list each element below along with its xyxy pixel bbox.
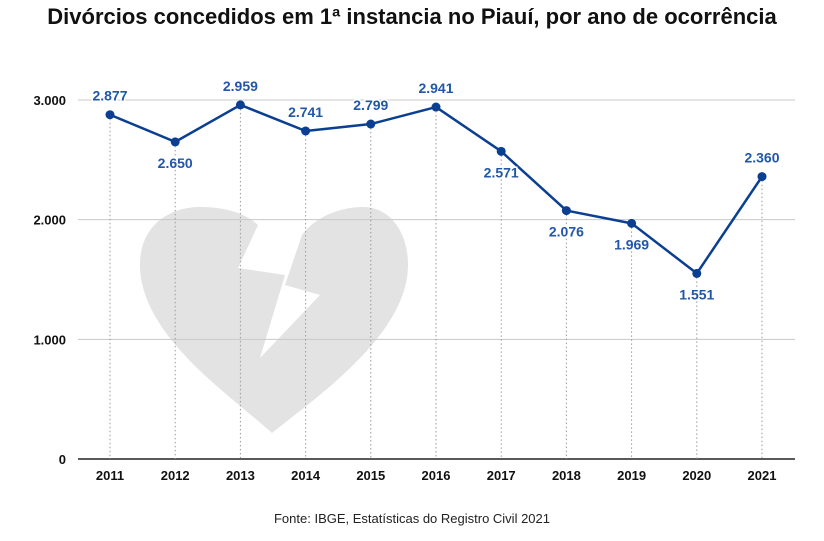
- data-label: 2.076: [549, 224, 584, 240]
- data-label: 2.741: [288, 104, 323, 120]
- data-point: [366, 119, 376, 129]
- data-points: [105, 100, 767, 278]
- x-tick-label: 2013: [226, 468, 255, 483]
- data-point: [627, 218, 637, 228]
- x-tick-label: 2018: [552, 468, 581, 483]
- x-axis: 2011 2012 2013 2014 2015 2016 2017 2018 2019 2020…: [96, 468, 777, 483]
- x-tick-label: 2015: [356, 468, 385, 483]
- x-tick-label: 2017: [487, 468, 516, 483]
- data-point: [235, 100, 245, 110]
- x-tick-label: 2012: [161, 468, 190, 483]
- x-tick-label: 2016: [422, 468, 451, 483]
- data-label: 2.571: [484, 164, 519, 180]
- x-tick-label: 2014: [291, 468, 321, 483]
- chart-title: Divórcios concedidos em 1ª instancia no …: [47, 4, 777, 29]
- data-label: 2.877: [92, 88, 127, 104]
- drop-lines: [109, 104, 763, 459]
- data-point: [170, 137, 180, 147]
- x-tick-label: 2020: [682, 468, 711, 483]
- x-tick-label: 2011: [96, 468, 124, 483]
- data-point: [431, 102, 441, 112]
- y-tick-label: 2.000: [33, 213, 66, 228]
- data-point: [496, 146, 506, 156]
- x-tick-label: 2019: [617, 468, 646, 483]
- data-point: [301, 126, 311, 136]
- data-point: [692, 268, 702, 278]
- data-label: 2.799: [353, 97, 388, 113]
- data-label: 1.969: [614, 236, 649, 252]
- data-label: 2.941: [418, 80, 453, 96]
- data-point: [105, 110, 115, 120]
- data-label: 2.650: [158, 155, 193, 171]
- y-tick-label: 0: [59, 452, 66, 467]
- broken-heart-icon: [140, 207, 408, 433]
- data-point: [561, 206, 571, 216]
- y-tick-label: 1.000: [33, 332, 66, 347]
- x-tick-label: 2021: [748, 468, 777, 483]
- data-label: 1.551: [679, 286, 714, 302]
- data-point: [757, 172, 767, 182]
- data-label: 2.360: [744, 150, 779, 166]
- source-note: Fonte: IBGE, Estatísticas do Registro Ci…: [273, 511, 550, 526]
- data-label: 2.959: [223, 78, 258, 94]
- y-tick-label: 3.000: [33, 93, 66, 108]
- y-axis: 0 1.000 2.000 3.000: [33, 93, 66, 467]
- data-labels: 2.877 2.650 2.959 2.741 2.799 2.941 2.571 2.076…: [91, 76, 781, 303]
